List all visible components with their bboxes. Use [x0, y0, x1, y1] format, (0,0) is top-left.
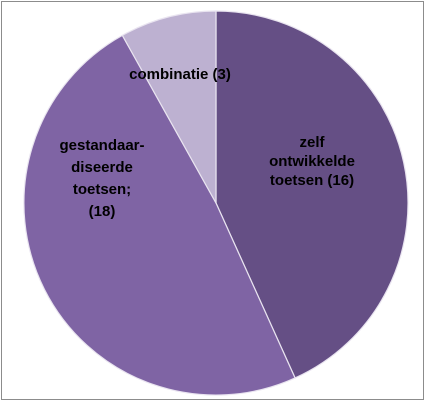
slice-combinatie-label-line: combinatie (3): [129, 66, 231, 83]
pie-labels: zelf ontwikkelde toetsen (16) gestandaar-di…: [59, 66, 354, 220]
slice-gestandaardiseerde: [23, 34, 296, 396]
slice-zelf-ontwikkelde-label-line: toetsen (16): [270, 172, 354, 189]
slice-zelf-ontwikkelde: [215, 10, 409, 379]
slice-gestandaardiseerde-label: gestandaar-diseerde toetsen; (18): [59, 137, 144, 220]
pie-slices: [23, 10, 409, 396]
slice-zelf-ontwikkelde-label: zelf ontwikkelde toetsen (16): [269, 134, 355, 189]
slice-combinatie: [121, 10, 217, 206]
slice-gestandaardiseerde-label-line: diseerde: [71, 159, 133, 176]
slice-zelf-ontwikkelde-label-line: ontwikkelde: [269, 153, 355, 170]
slice-gestandaardiseerde-label-line: gestandaar-: [59, 137, 144, 154]
slice-zelf-ontwikkelde-label-line: zelf: [299, 134, 325, 151]
slice-gestandaardiseerde-label-line: toetsen;: [73, 181, 131, 198]
slice-gestandaardiseerde-label-line: (18): [89, 203, 116, 220]
slice-combinatie-label: combinatie (3): [129, 66, 231, 83]
